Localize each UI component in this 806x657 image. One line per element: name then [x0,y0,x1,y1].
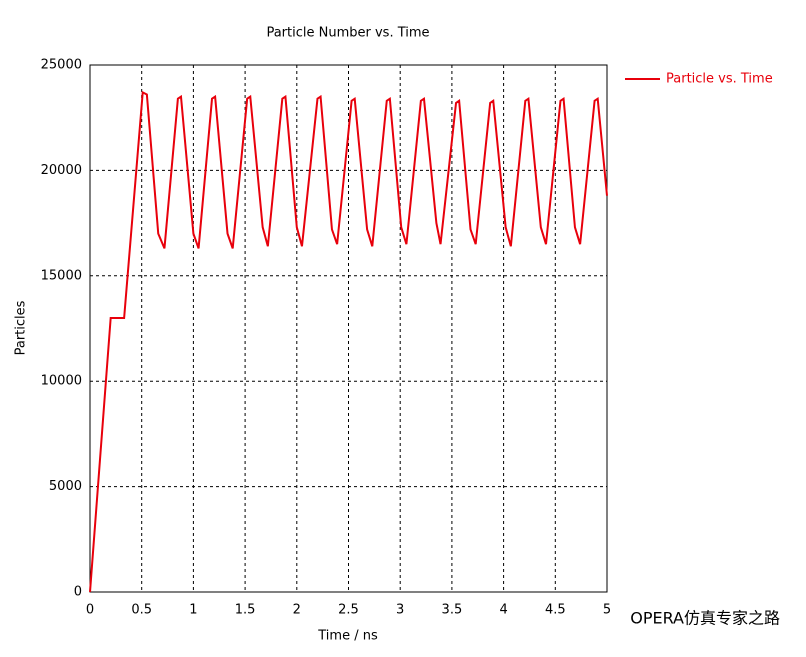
y-tick-label: 25000 [41,58,82,73]
x-tick-label: 0.5 [131,603,152,618]
x-tick-label: 2.5 [338,603,359,618]
y-tick-label: 5000 [49,479,82,494]
data-line [89,90,608,593]
x-tick-label: 4 [499,603,507,618]
x-tick-label: 5 [603,603,611,618]
x-tick-label: 2 [293,603,301,618]
x-axis-label: Time / ns [317,629,378,644]
legend-label: Particle vs. Time [666,72,773,87]
x-tick-label: 3.5 [442,603,463,618]
x-tick-label: 1 [189,603,197,618]
plot-frame [89,64,608,593]
x-tick-label: 0 [86,603,94,618]
x-tick-label: 1.5 [235,603,256,618]
y-tick-label: 10000 [41,374,82,389]
x-tick-label: 3 [396,603,404,618]
watermark: OPERA仿真专家之路 [630,609,780,628]
y-tick-label: 15000 [41,268,82,283]
x-tick-label: 4.5 [545,603,566,618]
y-tick-label: 20000 [41,163,82,178]
y-axis-label: Particles [14,300,29,355]
chart-title: Particle Number vs. Time [266,26,429,41]
y-tick-label: 0 [74,585,82,600]
